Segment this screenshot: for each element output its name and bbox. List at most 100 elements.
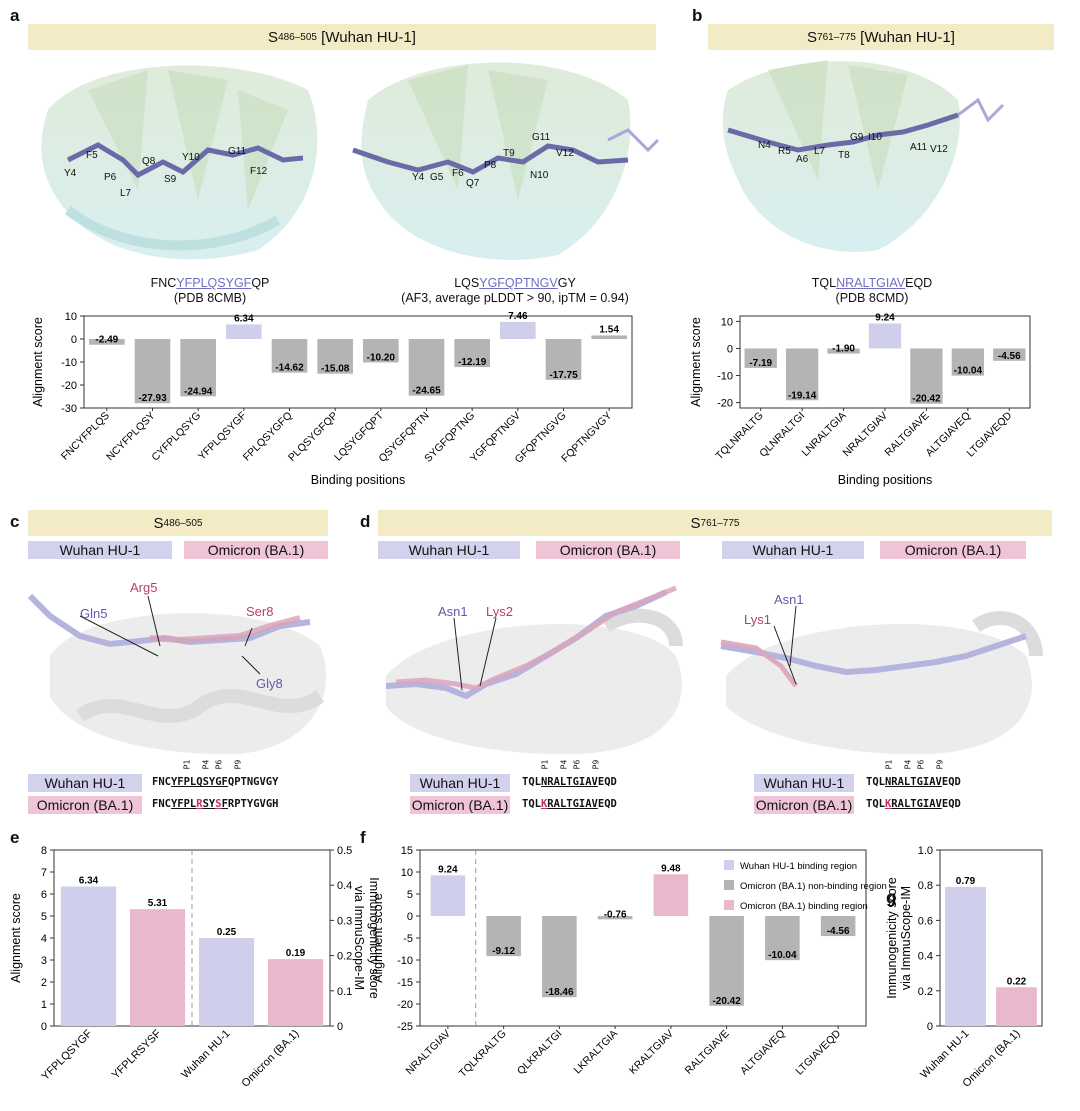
seq-pre: TQL: [811, 276, 837, 290]
y-tick-label: 0.8: [918, 880, 933, 892]
x-tick-label: LTGIAVEQD: [965, 409, 1015, 459]
bar-value-label: -18.46: [545, 987, 574, 998]
seq-d-right-wuhan: TQLNRALTGIAVEQD: [866, 776, 961, 788]
y-tick-label: 7: [41, 867, 47, 879]
panel-letter-a: a: [10, 6, 20, 25]
res-label: Q8: [142, 156, 156, 167]
seq-part: TQL: [866, 798, 885, 810]
align-d-left-omicron-label: Omicron (BA.1): [410, 796, 510, 814]
structure-c: Gln5 Arg5 Ser8 Gly8: [27, 580, 327, 755]
res-label: R5: [778, 146, 791, 157]
seq-d-left-omicron: TQLKRALTGIAVEQD: [522, 798, 617, 810]
structures-top: [41, 60, 1005, 260]
y-tick-label: 6: [41, 889, 47, 901]
y-axis-label: Alignment score: [371, 893, 385, 983]
y2-tick-label: 0: [337, 1021, 343, 1033]
bar: [267, 959, 324, 1026]
bar: [89, 339, 125, 345]
pos-label: P1: [182, 759, 192, 770]
x-tick-label: LKRALTGIA: [571, 1028, 620, 1077]
residue-labels-top: Y4 F5 P6 L7 Q8 S9 Y10 G11 F12 Y4 G5 F6 Q…: [28, 50, 1058, 270]
panel-letter-g: g: [886, 888, 897, 907]
pos-label: P6: [214, 759, 224, 770]
bar-value-label: 0.25: [217, 927, 237, 938]
res-label: L7: [120, 188, 132, 199]
header-c-sub: 486–505: [163, 517, 203, 529]
seq-pre: FNC: [150, 276, 177, 290]
y-tick-label: 15: [401, 845, 413, 857]
seq-d-right-omicron: TQLKRALTGIAVEQD: [866, 798, 961, 810]
pos-label: P6: [572, 759, 582, 770]
res-label: G5: [430, 172, 444, 183]
y-tick-label: 0.4: [918, 951, 933, 963]
res-label: N4: [758, 140, 771, 151]
seq-mutation: S: [215, 798, 222, 810]
bar-value-label: -24.94: [184, 386, 213, 397]
bar: [317, 339, 353, 374]
y-tick-label: 0: [927, 1021, 933, 1033]
res-label: Y10: [182, 152, 200, 163]
bar: [827, 348, 860, 354]
y-axis-label: Alignment score: [689, 317, 703, 407]
y-axis-label: Immunogenicity score: [885, 877, 899, 999]
seq-mutation: R: [196, 798, 203, 810]
bar: [785, 348, 819, 401]
bar: [129, 909, 186, 1026]
seq-core: NRALTGIAV: [836, 276, 906, 290]
bar-value-label: -12.19: [458, 357, 487, 368]
x-axis-label: Binding positions: [311, 473, 406, 487]
pos-label: P9: [935, 759, 945, 770]
y2-tick-label: 0.2: [337, 951, 352, 963]
label-c-wuhan: Wuhan HU-1: [28, 541, 172, 559]
y2-tick-label: 0.1: [337, 986, 352, 998]
seq-part: F: [221, 798, 228, 810]
res-label: L7: [814, 146, 826, 157]
seq-d-left-wuhan: TQLNRALTGIAVEQD: [522, 776, 617, 788]
bar-value-label: 9.48: [661, 863, 681, 874]
bar: [430, 875, 466, 916]
bar-value-label: 1.54: [599, 324, 619, 335]
seq-core: YGFQPTNGV: [479, 276, 558, 290]
header-b-main: S: [807, 28, 818, 46]
bar-value-label: -2.49: [95, 335, 118, 346]
y-axis-label: Alignment score: [9, 893, 23, 983]
bar: [271, 339, 308, 373]
y2-axis-label: via ImmuScope-IM: [352, 886, 366, 990]
bar: [363, 339, 399, 363]
res-lys2: Lys2: [486, 604, 513, 619]
res-label: T8: [838, 150, 850, 161]
bar: [180, 339, 216, 397]
res-label: N10: [530, 170, 549, 181]
y-tick-label: 10: [401, 867, 413, 879]
y-tick-label: 0: [727, 343, 733, 355]
bar: [744, 348, 777, 368]
bar: [820, 916, 856, 937]
panel-letter-c: c: [10, 512, 20, 531]
bar: [545, 339, 582, 380]
bar-value-label: 0.22: [1007, 976, 1027, 987]
y2-tick-label: 0.4: [337, 880, 352, 892]
seq-part: SY: [202, 798, 216, 810]
x-tick-label: CYFPLQSYG: [149, 410, 203, 464]
caption-note: (PDB 8CMB): [173, 291, 247, 305]
x-tick-label: Omicron (BA.1): [240, 1028, 302, 1090]
bar: [591, 335, 627, 339]
y-tick-label: -15: [397, 977, 413, 989]
header-a: S 486–505 [Wuhan HU-1]: [28, 24, 656, 50]
structures-d: Asn1 Lys2 Asn1 Lys1: [385, 585, 1043, 755]
y-tick-label: 4: [41, 933, 47, 945]
seq-part: RALTGIAV: [891, 798, 942, 810]
x-tick-label: TQLNRALTG: [713, 410, 765, 462]
align-c-wuhan-label: Wuhan HU-1: [28, 774, 142, 792]
seq-part: FNC: [152, 776, 171, 788]
bar: [765, 916, 800, 961]
align-d-left-wuhan-label: Wuhan HU-1: [410, 774, 510, 792]
y-tick-label: 10: [65, 311, 77, 323]
header-d: S 761–775: [378, 510, 1052, 536]
seq-part: TQL: [522, 798, 541, 810]
bar-value-label: -4.56: [827, 926, 850, 937]
pos-label: P4: [559, 759, 569, 770]
seq-part: YFPLQSYGF: [170, 776, 228, 788]
seq-mutation: K: [540, 798, 548, 810]
panel-letter-b: b: [692, 6, 703, 25]
